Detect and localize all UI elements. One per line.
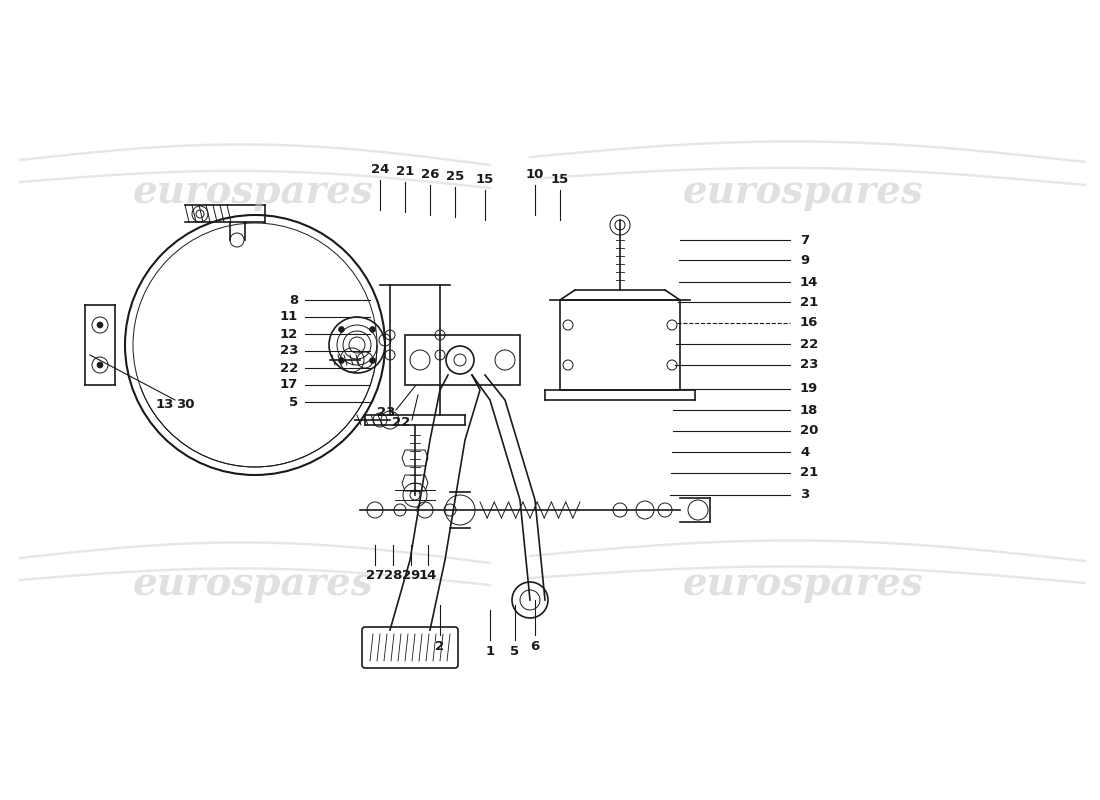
Text: 21: 21	[396, 165, 414, 178]
Circle shape	[97, 362, 103, 368]
Circle shape	[370, 358, 375, 363]
Text: 3: 3	[800, 489, 810, 502]
Circle shape	[339, 358, 344, 363]
Text: 22: 22	[800, 338, 818, 350]
Text: 20: 20	[800, 425, 818, 438]
Text: 9: 9	[800, 254, 810, 266]
Text: 5: 5	[510, 645, 519, 658]
Text: 2: 2	[436, 640, 444, 653]
Text: 1: 1	[485, 645, 495, 658]
Text: 29: 29	[402, 569, 420, 582]
Text: 21: 21	[800, 466, 818, 479]
Text: 7: 7	[800, 234, 810, 246]
Text: 28: 28	[384, 569, 403, 582]
Text: eurospares: eurospares	[683, 565, 923, 603]
Text: 13: 13	[156, 398, 174, 411]
Text: 27: 27	[366, 569, 384, 582]
Text: 10: 10	[526, 168, 544, 181]
Text: 22: 22	[392, 415, 410, 429]
Text: 15: 15	[476, 173, 494, 186]
Text: 5: 5	[289, 395, 298, 409]
Text: 12: 12	[279, 327, 298, 341]
Text: 11: 11	[279, 310, 298, 323]
Bar	[405, 335, 520, 385]
Text: 19: 19	[800, 382, 818, 395]
Bar	[560, 300, 680, 390]
Text: eurospares: eurospares	[133, 173, 373, 211]
Text: 18: 18	[800, 403, 818, 417]
Circle shape	[97, 322, 103, 328]
Text: 23: 23	[279, 345, 298, 358]
Text: 30: 30	[176, 398, 195, 411]
Text: eurospares: eurospares	[683, 173, 923, 211]
Circle shape	[339, 326, 344, 333]
Circle shape	[370, 326, 375, 333]
Text: 22: 22	[279, 362, 298, 374]
Text: 14: 14	[800, 275, 818, 289]
Text: 21: 21	[800, 295, 818, 309]
Text: 26: 26	[421, 168, 439, 181]
Text: 15: 15	[551, 173, 569, 186]
Text: 24: 24	[371, 163, 389, 176]
Text: eurospares: eurospares	[133, 565, 373, 603]
Text: 17: 17	[279, 378, 298, 391]
Text: 8: 8	[288, 294, 298, 306]
Text: 25: 25	[446, 170, 464, 183]
Text: 23: 23	[376, 406, 395, 418]
Text: 14: 14	[419, 569, 437, 582]
Text: 4: 4	[800, 446, 810, 458]
Text: 23: 23	[800, 358, 818, 371]
Text: 6: 6	[530, 640, 540, 653]
Text: 16: 16	[800, 317, 818, 330]
